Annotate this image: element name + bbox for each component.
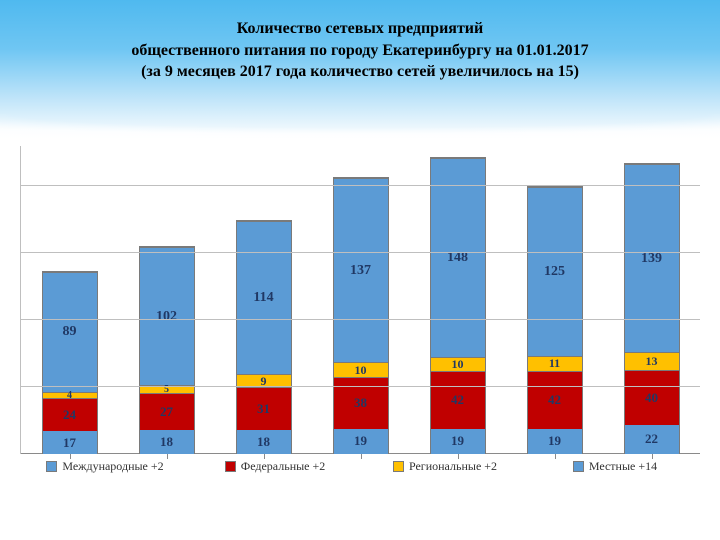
bar-column: 194210148 bbox=[409, 146, 506, 454]
bar-segment: 10 bbox=[334, 362, 388, 376]
bar-column: 18319114 bbox=[215, 146, 312, 454]
bar-segment: 114 bbox=[237, 221, 291, 375]
page-title: Количество сетевых предприятий обществен… bbox=[0, 0, 720, 83]
bar-column: 194211125 bbox=[506, 146, 603, 454]
title-line-3: (за 9 месяцев 2017 года количество сетей… bbox=[40, 61, 680, 83]
legend-item: Региональные +2 bbox=[360, 458, 530, 474]
bar-segment: 42 bbox=[528, 371, 582, 428]
legend-label: Региональные +2 bbox=[409, 459, 497, 474]
gridline bbox=[21, 252, 700, 253]
legend-item: Местные +14 bbox=[530, 458, 700, 474]
bar-column: 18275102 bbox=[118, 146, 215, 454]
bar-stack: 224013139 bbox=[624, 163, 680, 454]
bar-column: 1724489 bbox=[21, 146, 118, 454]
header-banner: Количество сетевых предприятий обществен… bbox=[0, 0, 720, 140]
bar-segment: 40 bbox=[625, 370, 679, 425]
legend-item: Федеральные +2 bbox=[190, 458, 360, 474]
bar-stack: 194210148 bbox=[430, 157, 486, 454]
gridline bbox=[21, 319, 700, 320]
bar-segment: 19 bbox=[528, 429, 582, 454]
bar-segment: 89 bbox=[43, 272, 97, 392]
legend-swatch bbox=[393, 461, 404, 472]
bar-segment: 125 bbox=[528, 187, 582, 355]
legend-label: Федеральные +2 bbox=[241, 459, 326, 474]
bar-segment: 17 bbox=[43, 431, 97, 454]
bar-segment: 137 bbox=[334, 178, 388, 362]
bar-segment: 148 bbox=[431, 158, 485, 357]
bar-segment: 31 bbox=[237, 387, 291, 430]
bar-segment: 19 bbox=[334, 429, 388, 454]
bar-segment: 27 bbox=[140, 393, 194, 430]
bar-column: 224013139 bbox=[603, 146, 700, 454]
bar-segment: 18 bbox=[237, 430, 291, 454]
bar-segment: 11 bbox=[528, 356, 582, 372]
bar-stack: 18275102 bbox=[139, 246, 195, 454]
bar-stack: 1724489 bbox=[42, 271, 98, 454]
legend: Международные +2 Федеральные +2 Региональн… bbox=[20, 458, 700, 474]
chart: 1724489182751021831911419381013719421014… bbox=[14, 146, 706, 492]
bar-segment: 42 bbox=[431, 371, 485, 428]
title-line-2: общественного питания по городу Екатерин… bbox=[40, 40, 680, 62]
bar-segment: 22 bbox=[625, 425, 679, 454]
chart-plot: 1724489182751021831911419381013719421014… bbox=[20, 146, 700, 454]
bars-container: 1724489182751021831911419381013719421014… bbox=[21, 146, 700, 454]
legend-swatch bbox=[46, 461, 57, 472]
bar-stack: 194211125 bbox=[527, 186, 583, 454]
bar-column: 193810137 bbox=[312, 146, 409, 454]
bar-segment: 38 bbox=[334, 377, 388, 429]
bar-segment: 18 bbox=[140, 430, 194, 454]
legend-item: Международные +2 bbox=[20, 458, 190, 474]
legend-swatch bbox=[225, 461, 236, 472]
bar-stack: 18319114 bbox=[236, 220, 292, 454]
legend-label: Международные +2 bbox=[62, 459, 163, 474]
bar-segment: 10 bbox=[431, 357, 485, 371]
bar-segment: 13 bbox=[625, 352, 679, 370]
title-line-1: Количество сетевых предприятий bbox=[40, 18, 680, 40]
bar-stack: 193810137 bbox=[333, 177, 389, 454]
bar-segment: 24 bbox=[43, 398, 97, 431]
legend-swatch bbox=[573, 461, 584, 472]
gridline bbox=[21, 185, 700, 186]
bar-segment: 19 bbox=[431, 429, 485, 454]
bar-segment: 139 bbox=[625, 164, 679, 351]
legend-label: Местные +14 bbox=[589, 459, 657, 474]
bar-segment: 102 bbox=[140, 247, 194, 385]
gridline bbox=[21, 386, 700, 387]
